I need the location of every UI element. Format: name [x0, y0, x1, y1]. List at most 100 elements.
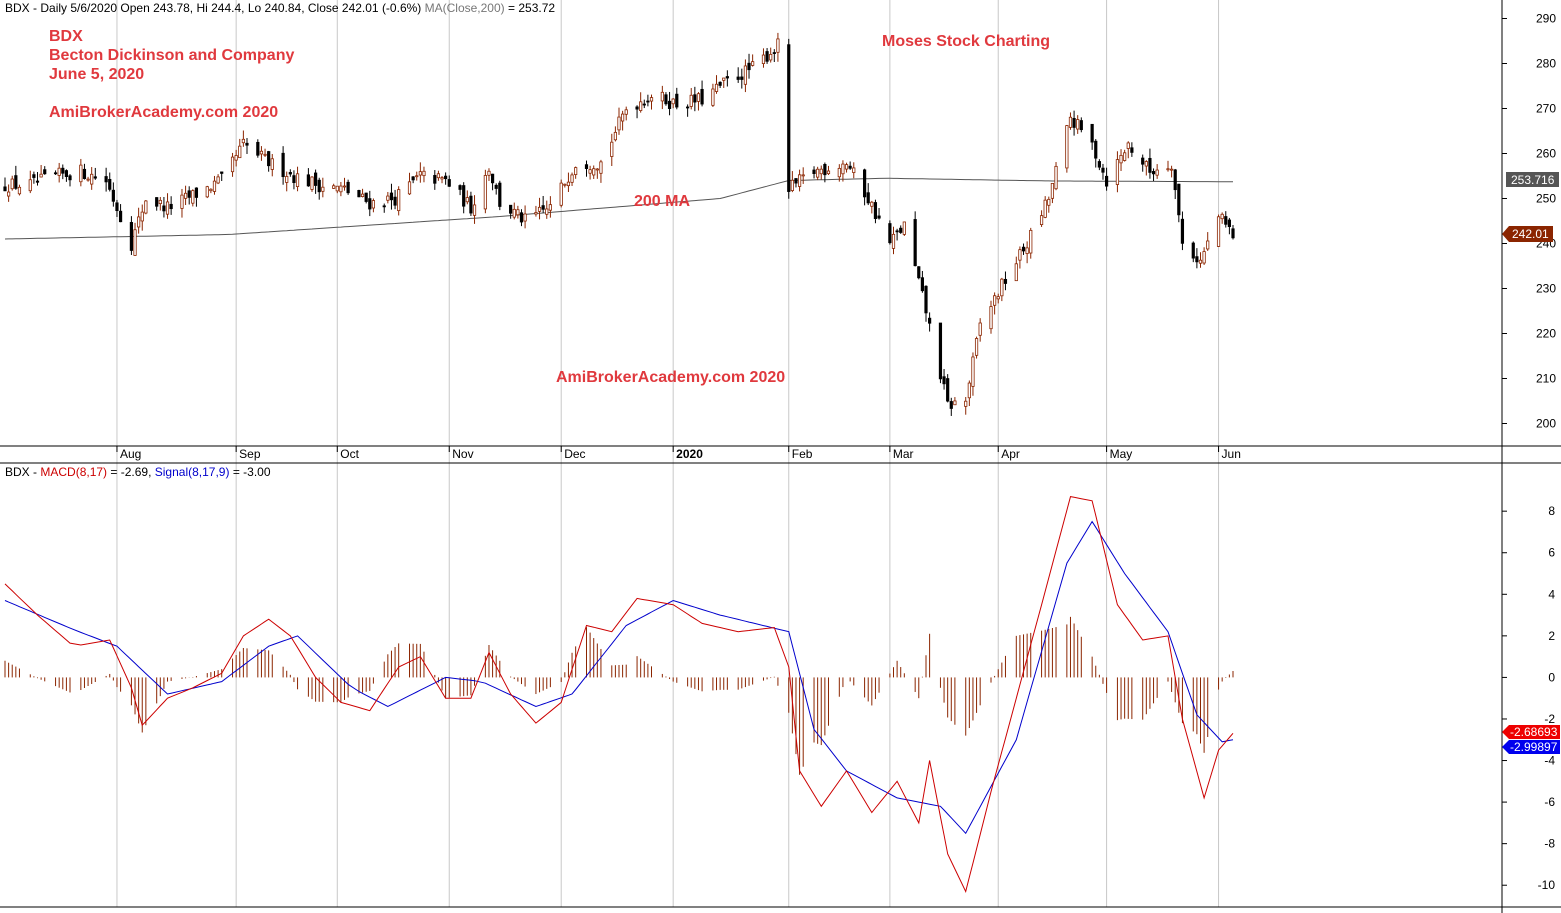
- candle-body: [700, 88, 704, 105]
- candle-body: [263, 153, 267, 156]
- candle-body: [1155, 169, 1159, 176]
- candle-body: [104, 176, 108, 183]
- x-month-label: Jun: [1222, 447, 1241, 461]
- candle-body: [545, 208, 549, 215]
- candle-body: [1115, 159, 1120, 185]
- macd-histogram: [4, 616, 1234, 775]
- candle-body: [418, 171, 422, 176]
- candle-body: [1014, 263, 1018, 282]
- macd-y-tick-label: 6: [1548, 546, 1555, 560]
- candle-body: [137, 216, 141, 228]
- candle-body: [220, 171, 224, 174]
- candle-body: [129, 222, 134, 251]
- signal-line: [4, 520, 1234, 835]
- candle-body: [144, 200, 148, 214]
- candle-body: [776, 38, 780, 53]
- candle-body: [913, 219, 917, 267]
- price-y-tick-label: 210: [1536, 372, 1556, 386]
- annotation-symbol: BDX: [49, 28, 83, 45]
- candle-body: [671, 98, 675, 105]
- macd-header-symbol: BDX: [5, 465, 30, 479]
- candle-body: [191, 190, 195, 204]
- candle-body: [949, 401, 953, 409]
- candle-body: [1144, 161, 1148, 167]
- candle-body: [1198, 259, 1203, 264]
- candle-body: [61, 167, 65, 174]
- candle-body: [989, 306, 993, 330]
- candle-body: [765, 51, 769, 62]
- candle-body: [866, 192, 870, 204]
- candle-body: [498, 182, 502, 207]
- candle-body: [1090, 123, 1094, 143]
- ma-header-label: MA(Close,200): [425, 1, 505, 15]
- macd-y-tick-label: 0: [1548, 670, 1555, 684]
- candle-body: [360, 193, 365, 197]
- price-header-info: Daily 5/6/2020 Open 243.78, Hi 244.4, Lo…: [40, 1, 421, 15]
- candle-body: [924, 285, 928, 314]
- candle-body: [519, 212, 524, 223]
- candle-body: [169, 203, 173, 210]
- x-month-label: Mar: [893, 447, 914, 461]
- ma-value-tag: 253.716: [1506, 172, 1559, 187]
- candle-body: [761, 54, 766, 64]
- ma-200-line: [4, 177, 1234, 240]
- macd-y-tick-label: -2: [1544, 712, 1555, 726]
- signal-header-label: Signal(8,17,9): [155, 465, 230, 479]
- candle-body: [180, 194, 184, 209]
- candle-body: [747, 62, 751, 71]
- signal-tag-bg: [1502, 740, 1560, 754]
- candle-body: [917, 266, 921, 279]
- candle-body: [281, 152, 285, 178]
- candle-body: [487, 170, 491, 176]
- candle-body: [873, 202, 878, 219]
- candle-body: [974, 338, 979, 356]
- price-y-tick-label: 250: [1536, 192, 1556, 206]
- candle-body: [158, 199, 162, 205]
- candle-body: [342, 185, 347, 188]
- candle-body: [624, 109, 628, 115]
- price-y-tick-label: 280: [1536, 57, 1556, 71]
- candle-body: [537, 206, 542, 212]
- macd-header: BDX - MACD(8,17) = -2.69, Signal(8,17,9)…: [5, 465, 271, 479]
- candle-body: [1076, 119, 1080, 130]
- candle-body: [43, 169, 47, 175]
- macd-header-value: = -2.69,: [110, 465, 151, 479]
- candle-body: [368, 198, 372, 210]
- candle-body: [1170, 168, 1174, 171]
- candle-body: [801, 174, 805, 177]
- candle-body: [1025, 247, 1029, 254]
- candle-body: [1094, 140, 1098, 159]
- candle-body: [339, 185, 343, 193]
- x-month-label: Feb: [792, 447, 813, 461]
- x-month-label: 2020: [676, 447, 703, 461]
- candle-body: [1126, 142, 1130, 149]
- candle-body: [183, 192, 188, 199]
- candle-body: [566, 181, 571, 187]
- candle-body: [740, 76, 744, 80]
- candle-body: [118, 210, 123, 223]
- candle-body: [1224, 216, 1228, 225]
- candle-body: [848, 165, 852, 169]
- candle-body: [693, 94, 697, 103]
- candle-body: [469, 195, 473, 214]
- macd-header-label: MACD(8,17): [40, 465, 107, 479]
- x-month-label: May: [1110, 447, 1133, 461]
- x-month-label: Apr: [1001, 447, 1020, 461]
- candle-body: [10, 178, 14, 190]
- candle-body: [751, 61, 755, 66]
- x-month-label: Oct: [340, 447, 359, 461]
- macd-tag-text: -2.68693: [1510, 725, 1558, 739]
- candle-body: [108, 178, 112, 190]
- candle-body: [621, 113, 625, 122]
- candle-body: [1003, 278, 1008, 284]
- macd-y-tick-label: -8: [1544, 837, 1555, 851]
- price-y-tick-label: 270: [1536, 102, 1556, 116]
- candle-body: [310, 176, 314, 190]
- candle-body: [971, 356, 975, 387]
- candle-body: [1097, 161, 1101, 168]
- candle-body: [891, 233, 896, 249]
- candle-body: [28, 179, 32, 192]
- candle-body: [888, 223, 892, 244]
- candle-body: [317, 179, 321, 193]
- candle-body: [837, 167, 841, 178]
